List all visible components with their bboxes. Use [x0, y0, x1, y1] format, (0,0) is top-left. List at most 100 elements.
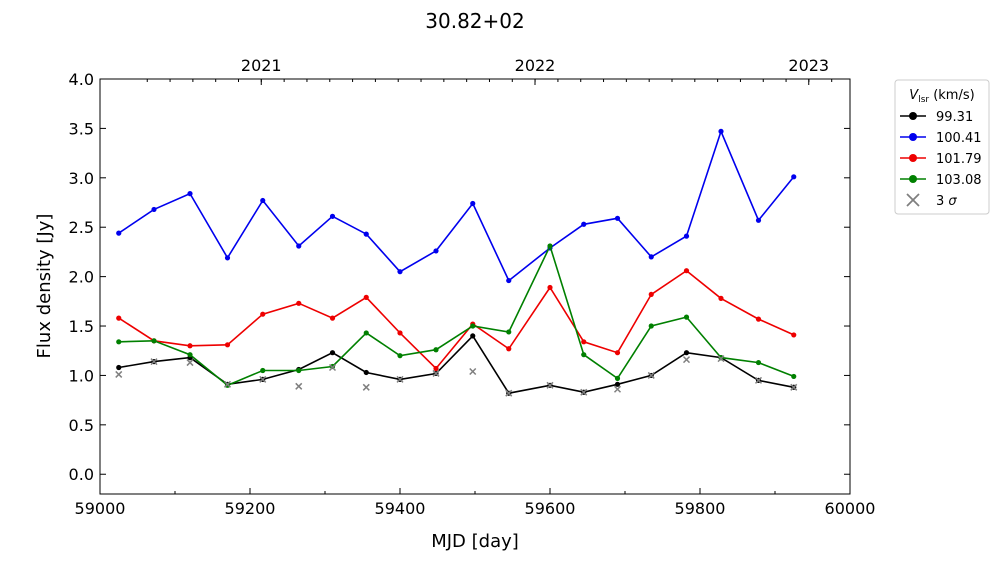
- sigma-marker-stroke: [396, 375, 404, 383]
- data-point-100.41: [363, 231, 369, 237]
- sigma-marker-stroke: [328, 363, 337, 372]
- sigma-marker-stroke: [150, 358, 158, 366]
- y-tick-label: 4.0: [69, 70, 94, 89]
- data-point-103.08: [470, 323, 476, 329]
- data-point-100.41: [718, 128, 724, 134]
- data-point-101.79: [755, 316, 762, 322]
- data-point-101.79: [683, 268, 690, 274]
- sigma-marker-stroke: [790, 383, 798, 391]
- axes-frame: [99, 78, 851, 495]
- data-point-103.08: [614, 375, 621, 381]
- sigma-marker-stroke: [469, 367, 477, 376]
- data-point-100.41: [260, 197, 266, 204]
- sigma-marker: [432, 369, 440, 377]
- data-point-100.41: [581, 221, 587, 227]
- data-point-99.31: [116, 364, 122, 371]
- data-point-103.08: [116, 339, 122, 345]
- x-tick-label: 59000: [75, 499, 126, 518]
- legend-marker-101.79: [909, 154, 917, 162]
- legend-marker-103.08: [909, 175, 917, 183]
- data-point-103.08: [363, 330, 369, 336]
- x-tick-label: 60000: [825, 499, 876, 518]
- y-tick-label: 1.5: [69, 317, 94, 336]
- data-point-100.41: [397, 269, 403, 275]
- sigma-marker: [717, 355, 725, 363]
- sigma-marker: [223, 380, 232, 388]
- sigma-marker: [546, 381, 554, 389]
- data-point-101.79: [363, 294, 369, 300]
- legend-title: Vlsr (km/s): [909, 88, 974, 105]
- data-point-99.31: [470, 333, 476, 339]
- sigma-marker: [259, 375, 267, 383]
- sigma-marker-stroke: [682, 356, 691, 364]
- top-tick-label: 2022: [515, 56, 556, 75]
- data-point-100.41: [433, 248, 439, 254]
- legend-sigma-icon: [906, 193, 920, 207]
- series-line-101.79: [118, 269, 795, 370]
- sigma-marker-stroke: [754, 376, 763, 384]
- sigma-marker-stroke: [115, 370, 123, 378]
- data-point-100.41: [187, 191, 193, 197]
- data-point-100.41: [224, 255, 231, 261]
- data-point-101.79: [547, 284, 553, 291]
- series-line-103.08: [118, 243, 795, 387]
- data-point-103.08: [397, 353, 403, 359]
- data-point-101.79: [260, 311, 266, 317]
- legend: Vlsr (km/s) 99.31 100.41 101.79 103.08 3 σ: [894, 79, 990, 215]
- sigma-marker: [362, 383, 370, 391]
- data-point-103.08: [506, 329, 512, 335]
- legend-label-101.79: 101.79: [936, 152, 982, 167]
- sigma-marker: [580, 388, 588, 396]
- data-point-100.41: [755, 217, 762, 223]
- x-tick-label: 59800: [675, 499, 726, 518]
- x-axis-label: MJD [day]: [431, 531, 519, 552]
- y-tick-label: 1.0: [69, 366, 94, 385]
- data-point-101.79: [791, 332, 797, 338]
- sigma-marker: [396, 375, 404, 383]
- data-point-100.41: [791, 174, 797, 180]
- sigma-marker-stroke: [546, 381, 554, 389]
- data-point-99.31: [329, 350, 336, 356]
- data-point-100.41: [648, 254, 654, 260]
- data-point-101.79: [614, 350, 621, 356]
- data-point-103.08: [683, 314, 690, 320]
- sigma-marker-stroke: [432, 369, 440, 377]
- data-point-103.08: [648, 323, 654, 329]
- x-tick-label: 59600: [525, 499, 576, 518]
- data-point-103.08: [755, 359, 762, 366]
- data-point-103.08: [547, 243, 553, 249]
- sigma-marker-stroke: [580, 388, 588, 396]
- data-point-100.41: [329, 213, 336, 219]
- sigma-marker-stroke: [223, 380, 232, 388]
- data-point-100.41: [296, 243, 302, 249]
- data-point-103.08: [187, 352, 193, 358]
- data-point-99.31: [614, 381, 621, 387]
- x-tick-label: 59200: [225, 499, 276, 518]
- sigma-marker: [186, 359, 194, 367]
- data-point-103.08: [581, 352, 587, 358]
- plot-area: 59000 59200 59400 59600 59800 60000 0.0 0.5 1.0 1…: [69, 56, 876, 518]
- y-tick-label: 3.5: [69, 119, 94, 138]
- sigma-marker-stroke: [259, 375, 267, 383]
- data-point-101.79: [224, 342, 231, 348]
- sigma-marker-stroke: [362, 383, 370, 391]
- data-point-101.79: [648, 291, 654, 298]
- legend-box: [894, 79, 990, 215]
- sigma-marker: [115, 370, 123, 378]
- chart-title: 30.82+02: [425, 9, 524, 33]
- data-point-101.79: [116, 315, 122, 321]
- data-point-101.79: [329, 315, 336, 321]
- x-tick-label: 59400: [375, 499, 426, 518]
- sigma-marker-stroke: [613, 385, 622, 393]
- sigma-marker: [150, 358, 158, 366]
- data-point-100.41: [683, 233, 690, 239]
- legend-label-103.08: 103.08: [936, 173, 982, 188]
- sigma-marker-stroke: [295, 382, 303, 390]
- top-tick-label: 2023: [788, 56, 829, 75]
- y-tick-label: 2.0: [69, 268, 94, 287]
- sigma-marker: [790, 383, 798, 391]
- legend-label-99.31: 99.31: [936, 110, 973, 125]
- sigma-marker-stroke: [505, 389, 513, 397]
- y-tick-label: 2.5: [69, 218, 94, 237]
